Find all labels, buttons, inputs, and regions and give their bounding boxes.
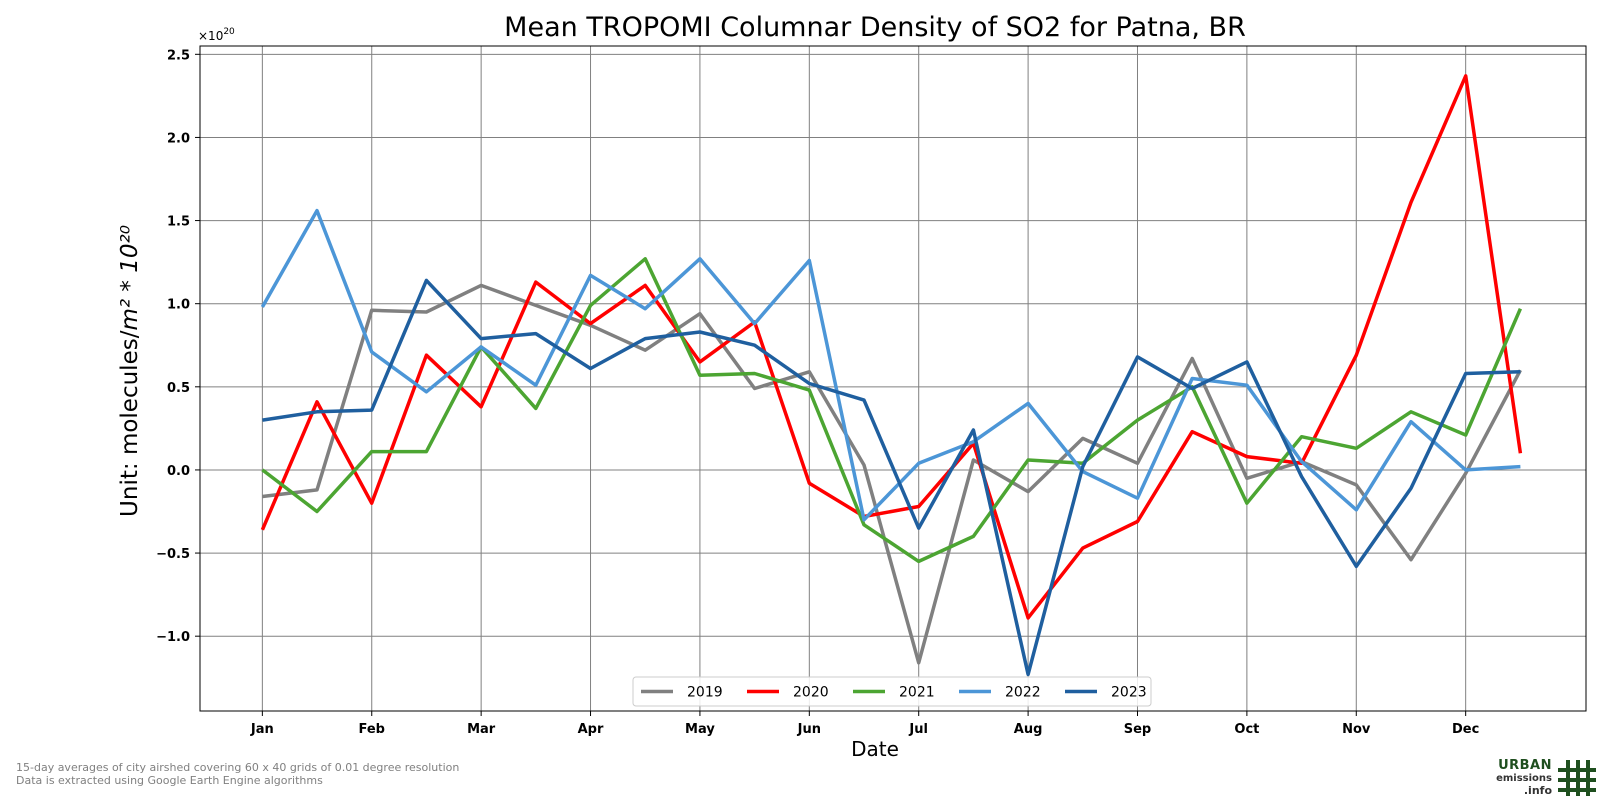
series-line-2021 — [261, 257, 1523, 564]
logo-word-urban: URBAN — [1498, 758, 1552, 773]
legend-label-2019: 2019 — [687, 685, 723, 701]
logo-word-info: .info — [1523, 784, 1552, 797]
y-offset-prefix: ×10 — [198, 29, 223, 43]
y-axis-label-unit: m² * 10²⁰ — [117, 225, 143, 330]
svg-text:Unit: molecules/m² * 10²⁰: Unit: molecules/m² * 10²⁰ — [117, 225, 143, 517]
legend-label-2022: 2022 — [1005, 685, 1041, 701]
x-tick-label: Sep — [1124, 722, 1152, 737]
series-lines — [260, 74, 1523, 677]
series-line-2020 — [260, 74, 1523, 620]
x-tick-label: Apr — [578, 722, 604, 737]
x-tick-label: Jan — [250, 722, 274, 737]
x-tick-label: Jul — [908, 722, 928, 737]
x-tick-label: Dec — [1452, 722, 1479, 737]
y-offset-exponent: 20 — [223, 27, 235, 37]
x-axis-label: Date — [851, 737, 899, 761]
x-tick-label: Aug — [1014, 722, 1043, 737]
x-tick-label: Feb — [359, 722, 385, 737]
y-tick-label: 1.0 — [167, 298, 190, 313]
legend-label-2023: 2023 — [1111, 685, 1147, 701]
legend-label-2021: 2021 — [899, 685, 935, 701]
chart-title: Mean TROPOMI Columnar Density of SO2 for… — [504, 12, 1246, 43]
y-tick-label: 0.0 — [167, 464, 190, 479]
y-axis-label: Unit: molecules/m² * 10²⁰ — [117, 225, 143, 517]
y-offset-label: ×1020 — [198, 27, 235, 43]
grid-logo-icon — [1558, 760, 1596, 796]
legend-box — [632, 676, 1152, 707]
x-tick-label: Mar — [467, 722, 496, 737]
svg-text:×1020: ×1020 — [198, 27, 235, 43]
footnote-line-1: 15-day averages of city airshed covering… — [16, 761, 460, 774]
series-line-2022 — [260, 208, 1521, 522]
plot-frame — [199, 45, 1587, 712]
logo-word-emissions: emissions — [1496, 773, 1552, 784]
series-line-2023 — [262, 278, 1521, 677]
x-tick-label: Jun — [797, 722, 821, 737]
series-line-2019 — [262, 283, 1522, 665]
x-tick-label: May — [685, 722, 715, 737]
x-tick-label: Nov — [1342, 722, 1371, 737]
axis-ticks: Jan Feb Mar Apr May Jun Jul Aug Sep Oct Nov Dec −1.0… — [156, 48, 1479, 737]
y-tick-label: 2.0 — [167, 131, 190, 146]
legend: 2019 2020 2021 2022 2023 — [632, 676, 1152, 707]
x-tick-label: Oct — [1234, 722, 1259, 737]
y-tick-label: 2.5 — [167, 48, 190, 63]
y-tick-label: 1.5 — [167, 215, 190, 230]
y-tick-label: −0.5 — [156, 547, 190, 562]
y-tick-label: −1.0 — [156, 630, 190, 645]
urban-emissions-logo: URBAN emissions .info — [1496, 758, 1596, 798]
y-axis-label-prefix: Unit: molecules/ — [117, 330, 143, 517]
y-tick-label: 0.5 — [167, 381, 190, 396]
footnote-line-2: Data is extracted using Google Earth Eng… — [16, 774, 323, 787]
grid — [200, 46, 1586, 711]
legend-label-2020: 2020 — [793, 685, 829, 701]
